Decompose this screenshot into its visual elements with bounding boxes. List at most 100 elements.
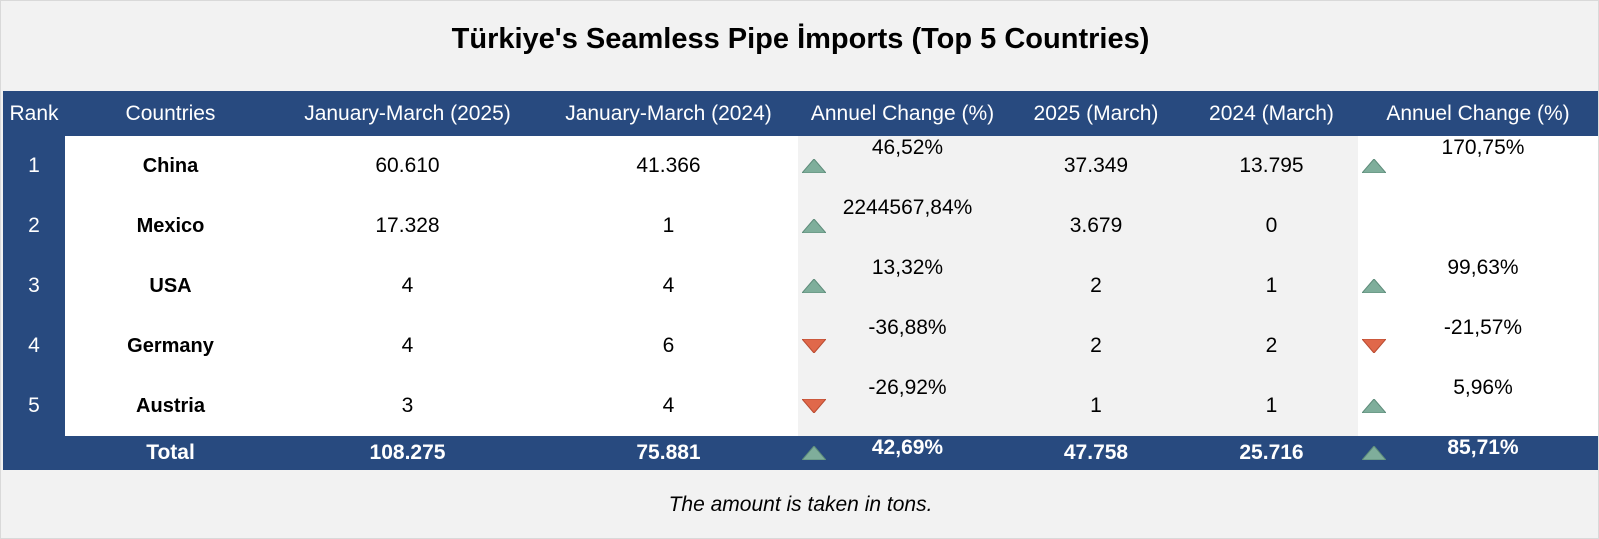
arrow-up-icon: [802, 446, 826, 460]
change-value: -26,92%: [868, 376, 947, 399]
q1-2024-cell: 6: [539, 316, 798, 376]
arrow-up-icon: [802, 159, 826, 173]
total-label: Total: [65, 436, 276, 470]
change-cell: 85,71%: [1358, 436, 1598, 470]
march-2025-cell: 1: [1007, 376, 1185, 436]
change-cell: 170,75%: [1358, 136, 1598, 196]
rank-cell: 4: [3, 316, 65, 376]
change-wrapper: -26,92%: [798, 376, 1007, 436]
march-2024-cell: 2: [1185, 316, 1358, 376]
header-row: Rank Countries January-March (2025) Janu…: [3, 91, 1598, 136]
table-row: 3 USA 4 4 13,32% 2 1 99,63%: [3, 256, 1598, 316]
q1-2024-cell: 4: [539, 256, 798, 316]
imports-table: Rank Countries January-March (2025) Janu…: [3, 91, 1598, 470]
header-cell: Annuel Change (%): [1358, 91, 1598, 136]
q1-2024-cell: 4: [539, 376, 798, 436]
change-value: 13,32%: [871, 256, 944, 279]
q1-2025-cell: 60.610: [276, 136, 539, 196]
change-cell: 42,69%: [798, 436, 1007, 470]
q1-2025-cell: 17.328: [276, 196, 539, 256]
march-2024-cell: 0: [1185, 196, 1358, 256]
rank-cell: 2: [3, 196, 65, 256]
change-wrapper: -21,57%: [1358, 316, 1598, 376]
change-cell: [1358, 196, 1598, 256]
change-cell: -36,88%: [798, 316, 1007, 376]
change-value: 42,69%: [871, 436, 944, 459]
march-2024-cell: 1: [1185, 376, 1358, 436]
march-2024-cell: 1: [1185, 256, 1358, 316]
arrow-down-icon: [802, 399, 826, 413]
change-wrapper: 85,71%: [1358, 436, 1598, 470]
march-2025-cell: 3.679: [1007, 196, 1185, 256]
march-2024-cell: 13.795: [1185, 136, 1358, 196]
change-cell: 5,96%: [1358, 376, 1598, 436]
country-cell: Germany: [65, 316, 276, 376]
total-march-2025: 47.758: [1007, 436, 1185, 470]
header-cell: Countries: [65, 91, 276, 136]
header-cell: Annuel Change (%): [798, 91, 1007, 136]
change-cell: -21,57%: [1358, 316, 1598, 376]
total-rank-cell: [3, 436, 65, 470]
change-value: 2244567,84%: [842, 196, 973, 219]
change-cell: 2244567,84%: [798, 196, 1007, 256]
total-row: Total 108.275 75.881 42,69% 47.758 25.716 85,7…: [3, 436, 1598, 470]
change-value: -21,57%: [1443, 316, 1523, 339]
table-row: 5 Austria 3 4 -26,92% 1 1 5,96%: [3, 376, 1598, 436]
change-cell: -26,92%: [798, 376, 1007, 436]
change-wrapper: [1358, 196, 1598, 256]
total-march-2024: 25.716: [1185, 436, 1358, 470]
header-cell: January-March (2025): [276, 91, 539, 136]
table-row: 1 China 60.610 41.366 46,52% 37.349 13.795 170,…: [3, 136, 1598, 196]
change-cell: 13,32%: [798, 256, 1007, 316]
header-cell: 2025 (March): [1007, 91, 1185, 136]
arrow-up-icon: [1362, 279, 1386, 293]
march-2025-cell: 37.349: [1007, 136, 1185, 196]
header-cell: 2024 (March): [1185, 91, 1358, 136]
rank-cell: 3: [3, 256, 65, 316]
q1-2024-cell: 1: [539, 196, 798, 256]
table-title: Türkiye's Seamless Pipe İmports (Top 5 C…: [451, 23, 1150, 55]
q1-2025-cell: 3: [276, 376, 539, 436]
change-wrapper: 2244567,84%: [798, 196, 1007, 256]
change-wrapper: -36,88%: [798, 316, 1007, 376]
table-row: 2 Mexico 17.328 1 2244567,84% 3.679 0: [3, 196, 1598, 256]
change-wrapper: 46,52%: [798, 136, 1007, 196]
change-value: 46,52%: [871, 136, 944, 159]
arrow-up-icon: [1362, 159, 1386, 173]
rank-cell: 1: [3, 136, 65, 196]
change-value: 99,63%: [1447, 256, 1519, 279]
total-q1-2024: 75.881: [539, 436, 798, 470]
change-wrapper: 99,63%: [1358, 256, 1598, 316]
footnote: The amount is taken in tons.: [668, 493, 933, 516]
arrow-down-icon: [1362, 339, 1386, 353]
header-cell: Rank: [3, 91, 65, 136]
arrow-up-icon: [802, 279, 826, 293]
march-2025-cell: 2: [1007, 316, 1185, 376]
country-cell: China: [65, 136, 276, 196]
change-value: 5,96%: [1453, 376, 1513, 399]
q1-2024-cell: 41.366: [539, 136, 798, 196]
change-wrapper: 5,96%: [1358, 376, 1598, 436]
change-wrapper: 42,69%: [798, 436, 1007, 470]
rank-cell: 5: [3, 376, 65, 436]
table-row: 4 Germany 4 6 -36,88% 2 2 -21,57%: [3, 316, 1598, 376]
change-wrapper: 13,32%: [798, 256, 1007, 316]
change-cell: 46,52%: [798, 136, 1007, 196]
country-cell: Austria: [65, 376, 276, 436]
change-value: 85,71%: [1447, 436, 1519, 459]
header-cell: January-March (2024): [539, 91, 798, 136]
country-cell: Mexico: [65, 196, 276, 256]
march-2025-cell: 2: [1007, 256, 1185, 316]
country-cell: USA: [65, 256, 276, 316]
arrow-up-icon: [802, 219, 826, 233]
q1-2025-cell: 4: [276, 256, 539, 316]
change-value: -36,88%: [868, 316, 947, 339]
change-value: 170,75%: [1441, 136, 1525, 159]
arrow-down-icon: [802, 339, 826, 353]
q1-2025-cell: 4: [276, 316, 539, 376]
change-wrapper: 170,75%: [1358, 136, 1598, 196]
change-cell: 99,63%: [1358, 256, 1598, 316]
arrow-up-icon: [1362, 399, 1386, 413]
arrow-up-icon: [1362, 446, 1386, 460]
